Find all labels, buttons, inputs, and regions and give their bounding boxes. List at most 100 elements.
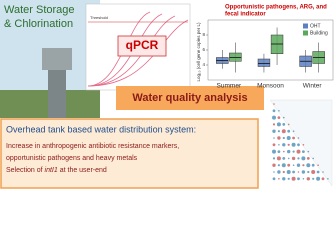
correlation-dot bbox=[292, 164, 295, 166]
correlation-dot bbox=[277, 164, 280, 167]
y-tick-label: 4 bbox=[202, 62, 205, 67]
correlation-dot bbox=[302, 164, 305, 167]
correlation-dot bbox=[292, 130, 295, 132]
summary-box bbox=[0, 118, 259, 189]
threshold-label: Threshold bbox=[90, 15, 108, 20]
summary-line: opportunistic pathogens and heavy metals bbox=[6, 155, 138, 162]
correlation-dot bbox=[272, 143, 276, 147]
correlation-dot bbox=[287, 129, 291, 133]
correlation-dot bbox=[287, 157, 290, 160]
correlation-dot bbox=[292, 170, 295, 174]
tank bbox=[42, 48, 72, 70]
correlation-dot bbox=[283, 116, 285, 119]
legend-label: Building bbox=[310, 30, 328, 36]
correlation-dot bbox=[287, 163, 291, 167]
correlation-dot bbox=[277, 136, 281, 140]
correlation-dot bbox=[278, 144, 280, 146]
x-tick-label: Summer bbox=[217, 83, 242, 90]
correlation-dot bbox=[272, 163, 276, 167]
correlation-dot bbox=[306, 177, 310, 181]
correlation-dot bbox=[312, 177, 315, 180]
correlation-dot bbox=[282, 143, 286, 147]
graphical-abstract: Water Storage & Chlorination Threshold q… bbox=[0, 0, 334, 189]
correlation-dot bbox=[273, 137, 275, 139]
correlation-dot bbox=[272, 129, 276, 133]
correlation-dot bbox=[311, 163, 315, 167]
correlation-dot bbox=[276, 156, 281, 161]
y-axis-label: Log₁₀ (cell gene copies per L) bbox=[196, 22, 201, 81]
correlation-dot bbox=[296, 149, 301, 154]
correlation-dot bbox=[282, 136, 285, 140]
correlation-dot bbox=[272, 149, 276, 154]
correlation-matrix bbox=[269, 99, 333, 187]
legend-swatch bbox=[303, 30, 308, 36]
correlation-dot bbox=[291, 142, 296, 147]
qpcr-label: qPCR bbox=[126, 38, 159, 52]
analysis-box bbox=[116, 86, 264, 110]
correlation-dot bbox=[277, 170, 281, 174]
correlation-dot bbox=[306, 163, 311, 168]
y-tick-label: 6 bbox=[202, 47, 205, 52]
correlation-dot bbox=[292, 150, 295, 153]
correlation-dot bbox=[291, 156, 296, 161]
correlation-dot bbox=[277, 116, 281, 119]
tower bbox=[48, 70, 66, 118]
correlation-dot bbox=[282, 157, 286, 160]
title-line: Water Storage bbox=[4, 4, 75, 16]
correlation-dot bbox=[311, 170, 316, 174]
correlation-dot bbox=[282, 177, 286, 181]
correlation-dot bbox=[272, 177, 276, 181]
summary-line: Increase in anthropogenic antibiotic res… bbox=[6, 143, 179, 150]
correlation-dot bbox=[297, 177, 300, 181]
box bbox=[257, 58, 271, 67]
correlation-dot bbox=[276, 122, 281, 127]
correlation-dot bbox=[302, 150, 305, 154]
correlation-dot bbox=[316, 170, 320, 174]
correlation-dot bbox=[277, 130, 280, 133]
qpcr-box bbox=[117, 35, 167, 57]
summary-text: Selection of bbox=[6, 167, 45, 174]
correlation-dot bbox=[312, 157, 315, 160]
correlation-dot bbox=[273, 103, 275, 105]
correlation-dot bbox=[272, 109, 276, 113]
correlation-dot bbox=[297, 143, 300, 147]
correlation-dot bbox=[287, 123, 290, 126]
x-tick-label: Monsoon bbox=[257, 83, 284, 90]
chart-title: fecal indicator bbox=[225, 12, 266, 18]
legend-swatch bbox=[303, 23, 308, 29]
correlation-dot bbox=[286, 136, 291, 140]
correlation-dot bbox=[273, 171, 275, 173]
correlation-dot bbox=[301, 170, 306, 174]
correlation-dot bbox=[287, 143, 290, 146]
correlation-dot bbox=[283, 150, 285, 153]
summary-line: Selection of intI1 at the user-end bbox=[6, 167, 107, 174]
correlation-dot bbox=[286, 170, 291, 174]
correlation-dot bbox=[327, 178, 329, 180]
correlation-dot bbox=[301, 156, 306, 161]
correlation-dot bbox=[272, 157, 276, 160]
correlation-dot bbox=[302, 144, 305, 146]
y-tick-label: 8 bbox=[202, 32, 205, 37]
correlation-dot bbox=[272, 115, 276, 120]
correlation-dot bbox=[277, 150, 281, 154]
correlation-dot bbox=[306, 157, 310, 160]
analysis-label: Water quality analysis bbox=[132, 92, 247, 104]
correlation-dot bbox=[307, 150, 310, 153]
legend-label: OHT bbox=[310, 23, 321, 29]
summary-text: at the user-end bbox=[58, 167, 107, 174]
correlation-dot bbox=[322, 171, 324, 173]
correlation-dot bbox=[317, 164, 319, 166]
correlation-dot bbox=[278, 178, 280, 180]
correlation-dot bbox=[278, 110, 280, 112]
correlation-dot bbox=[321, 177, 325, 181]
correlation-dot bbox=[297, 137, 300, 139]
correlation-dot bbox=[272, 123, 276, 126]
correlation-dot bbox=[307, 170, 310, 174]
title-line: & Chlorination bbox=[4, 18, 73, 30]
correlation-dot bbox=[316, 176, 321, 181]
correlation-dot bbox=[282, 123, 286, 126]
correlation-dot bbox=[287, 177, 290, 180]
correlation-dot bbox=[292, 136, 295, 140]
correlation-dot bbox=[297, 157, 300, 160]
x-tick-label: Winter bbox=[303, 83, 323, 90]
